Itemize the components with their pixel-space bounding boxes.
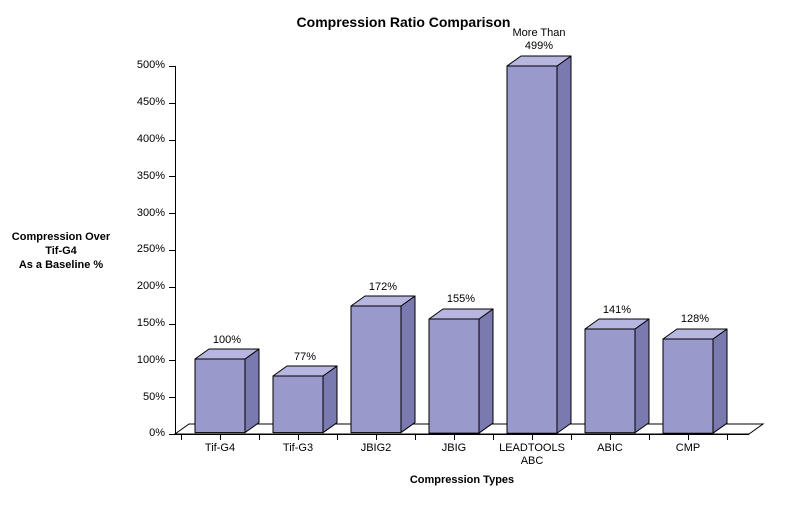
y-tick-label: 150%	[119, 317, 165, 329]
x-tick	[532, 434, 533, 440]
y-tick-label: 250%	[119, 243, 165, 255]
bar	[273, 367, 337, 434]
bar	[663, 330, 727, 434]
y-tick-label: 0%	[119, 427, 165, 439]
y-tick-label: 350%	[119, 170, 165, 182]
bar-value-label: 128%	[643, 313, 747, 326]
x-category-label: JBIG	[415, 442, 493, 455]
bar-shape	[585, 319, 649, 434]
bar	[585, 320, 649, 434]
y-tick-label: 100%	[119, 354, 165, 366]
y-tick-label: 400%	[119, 133, 165, 145]
y-tick-label: 450%	[119, 96, 165, 108]
y-tick	[169, 213, 175, 214]
x-tick	[454, 434, 455, 440]
y-axis-line	[175, 66, 176, 434]
bar-value-label: 77%	[253, 351, 357, 364]
y-tick-label: 50%	[119, 391, 165, 403]
plot-area: 0%50%100%150%200%250%300%350%400%450%500…	[175, 56, 763, 434]
x-tick	[727, 434, 728, 440]
bar	[429, 310, 493, 434]
x-category-label: Tif-G4	[181, 442, 259, 455]
x-tick	[259, 434, 260, 440]
bar-value-label: 172%	[331, 281, 435, 294]
x-tick	[376, 434, 377, 440]
bar-shape	[429, 309, 493, 434]
bar-value-label: 155%	[409, 293, 513, 306]
y-tick-label: 200%	[119, 280, 165, 292]
y-tick-label: 500%	[119, 59, 165, 71]
bar-shape	[273, 366, 337, 434]
x-tick	[415, 434, 416, 440]
bar	[507, 57, 571, 434]
bar-value-label: 100%	[175, 334, 279, 347]
y-axis-title: Compression Over Tif-G4 As a Baseline %	[6, 231, 116, 272]
x-tick	[649, 434, 650, 440]
chart-title: Compression Ratio Comparison	[0, 14, 807, 30]
bar-shape	[195, 349, 259, 434]
x-category-label: LEADTOOLS ABC	[493, 442, 571, 467]
y-tick	[169, 287, 175, 288]
bar-shape	[663, 329, 727, 434]
x-axis-title: Compression Types	[175, 474, 749, 486]
y-tick	[169, 103, 175, 104]
x-tick	[571, 434, 572, 440]
y-tick-label: 300%	[119, 207, 165, 219]
y-tick	[169, 397, 175, 398]
y-tick	[169, 66, 175, 67]
y-tick	[169, 250, 175, 251]
x-tick	[220, 434, 221, 440]
x-category-label: JBIG2	[337, 442, 415, 455]
bar-shape	[351, 296, 415, 434]
x-tick	[337, 434, 338, 440]
bar-shape	[507, 56, 571, 434]
y-tick	[169, 360, 175, 361]
x-tick	[181, 434, 182, 440]
y-tick	[169, 176, 175, 177]
bar-value-label: More Than 499%	[487, 27, 591, 52]
y-tick	[169, 140, 175, 141]
x-category-label: ABIC	[571, 442, 649, 455]
x-tick	[610, 434, 611, 440]
y-tick	[169, 324, 175, 325]
x-axis-line	[175, 434, 749, 435]
x-category-label: CMP	[649, 442, 727, 455]
x-category-label: Tif-G3	[259, 442, 337, 455]
bar	[351, 297, 415, 434]
x-tick	[298, 434, 299, 440]
x-tick	[688, 434, 689, 440]
x-tick	[493, 434, 494, 440]
y-tick	[169, 434, 175, 435]
bar	[195, 350, 259, 434]
